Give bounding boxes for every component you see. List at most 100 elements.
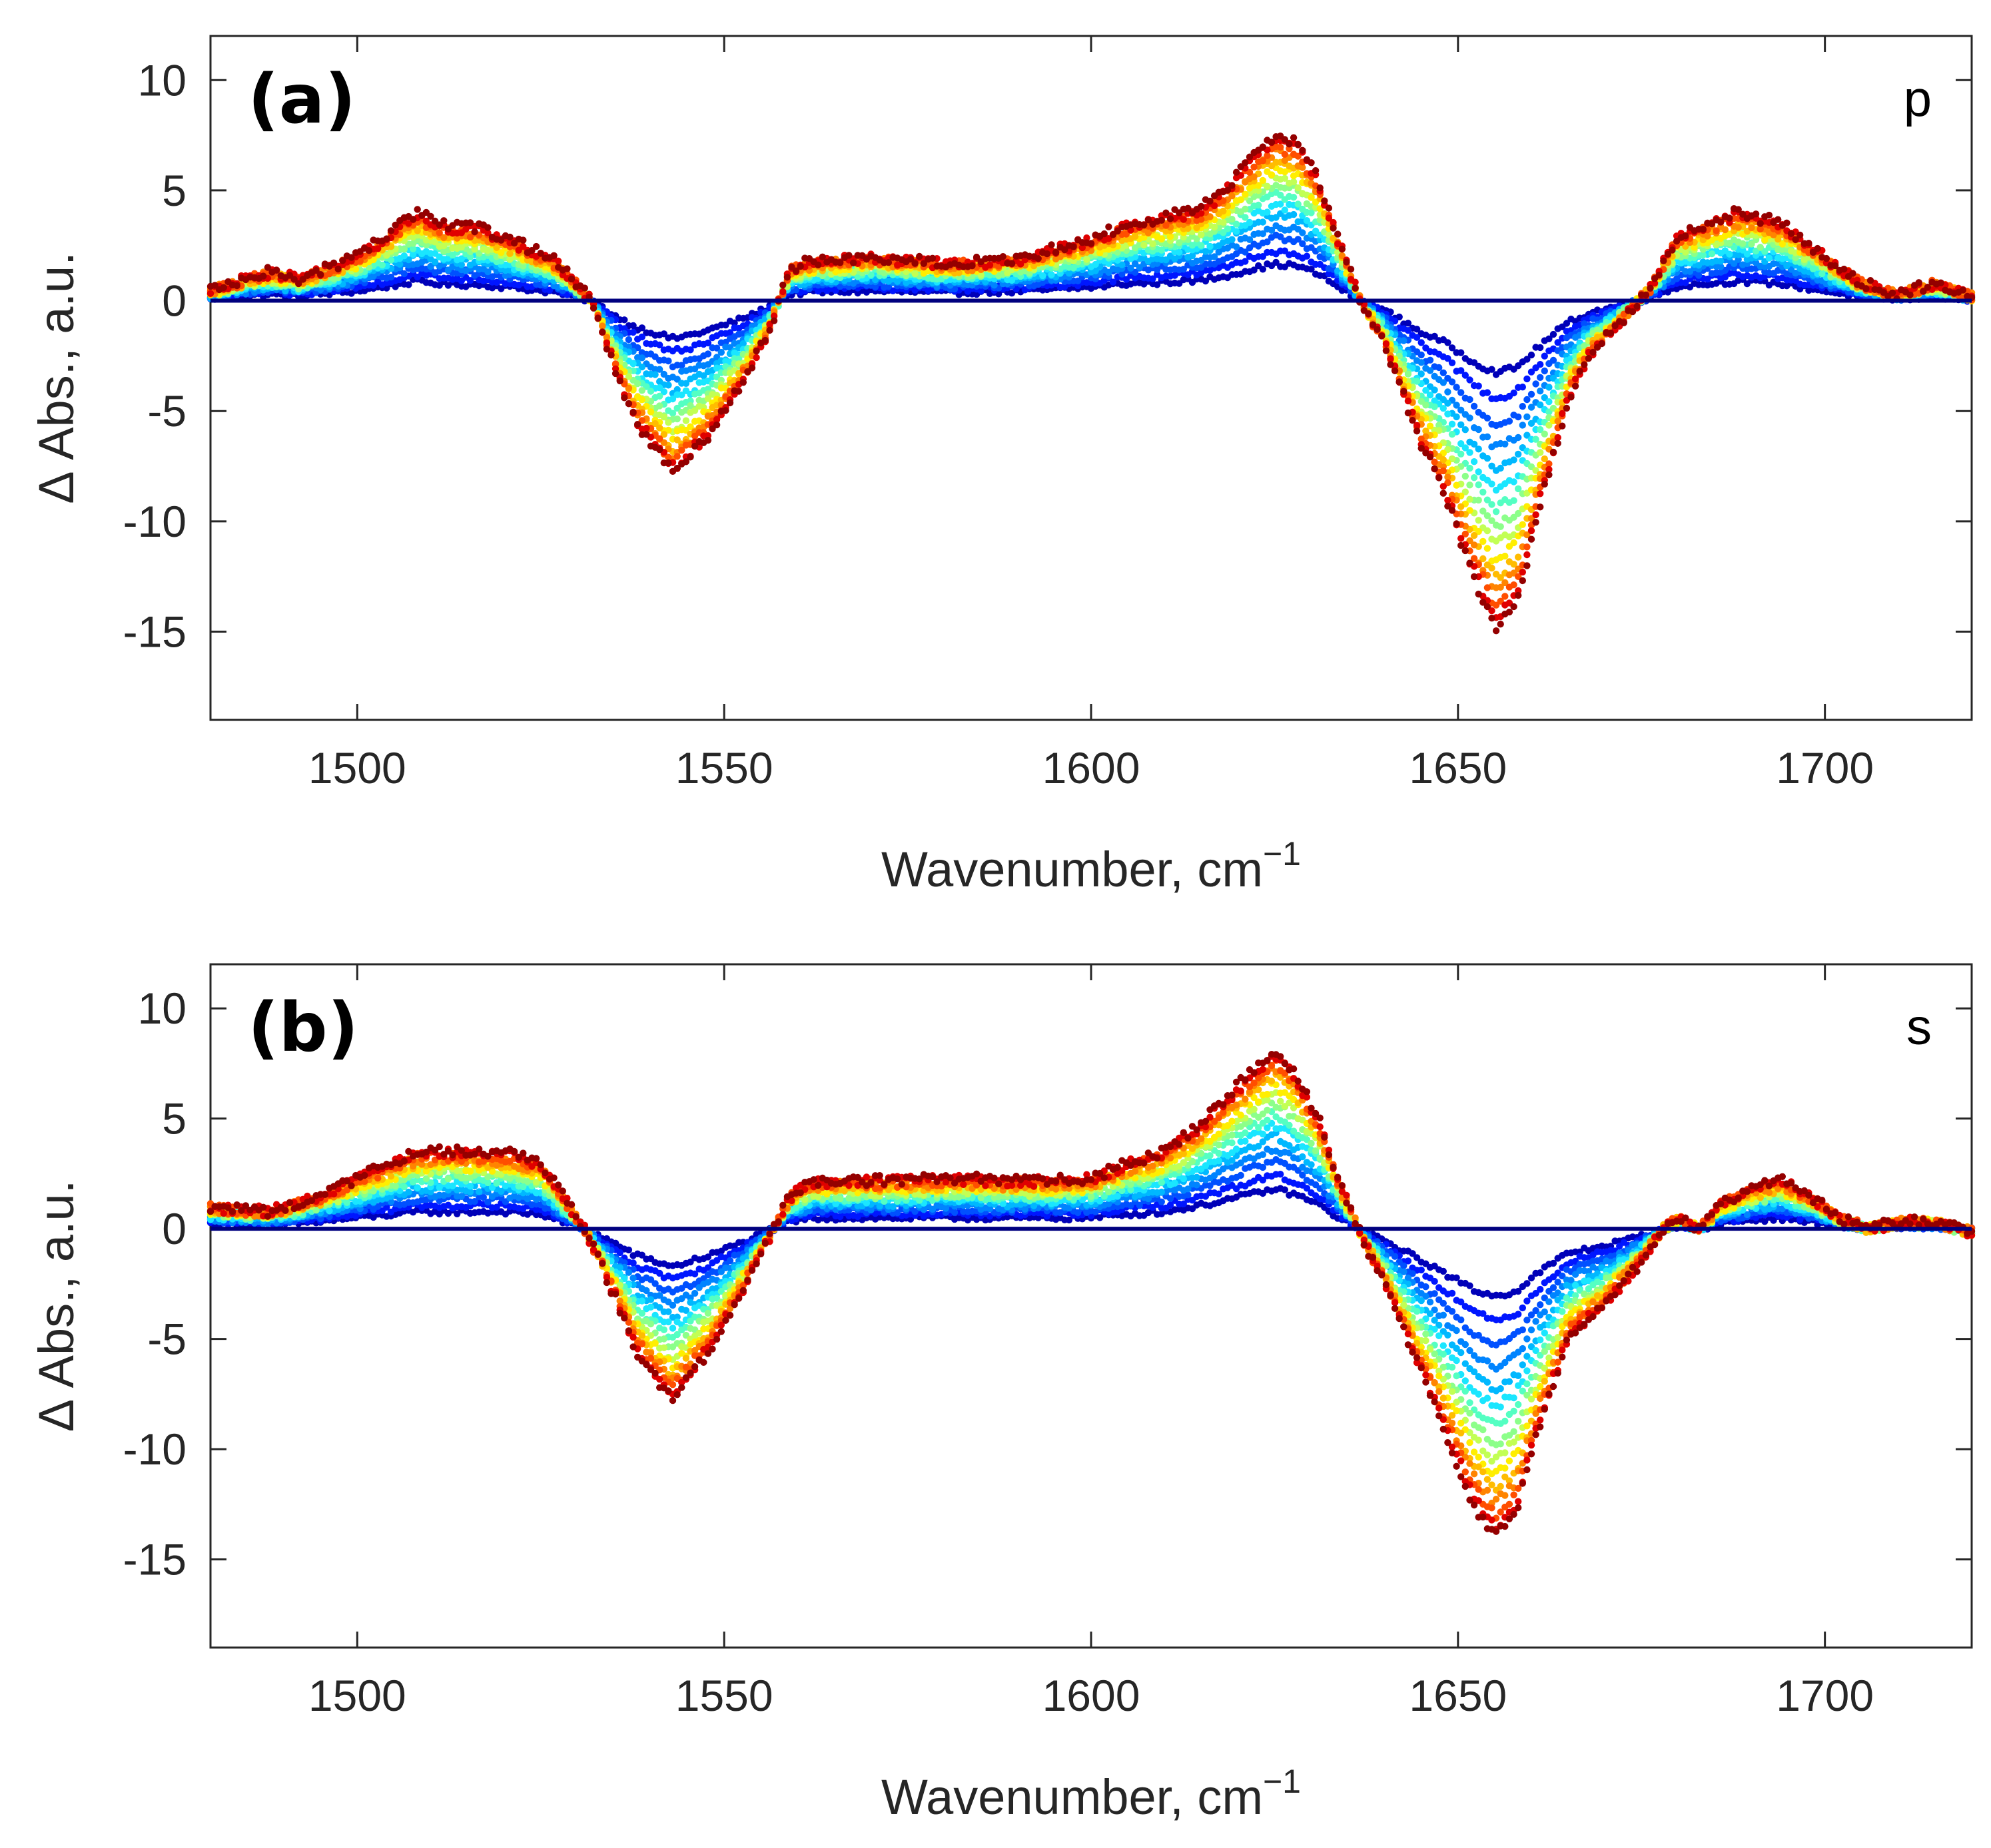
data-point — [1488, 501, 1495, 508]
data-point — [1708, 250, 1716, 258]
data-point — [704, 339, 712, 347]
data-point — [1250, 266, 1258, 274]
data-point — [1497, 523, 1504, 530]
data-point — [1444, 339, 1451, 346]
data-point — [378, 261, 386, 269]
data-point — [1545, 398, 1553, 406]
data-point — [1483, 433, 1491, 441]
data-point — [1220, 218, 1227, 226]
data-point — [1448, 378, 1456, 386]
data-point — [1515, 450, 1522, 458]
data-point — [1457, 450, 1465, 458]
data-point — [1545, 335, 1553, 342]
data-point — [1479, 488, 1487, 496]
data-point — [656, 424, 663, 432]
data-point — [1470, 531, 1478, 539]
data-point — [1757, 244, 1764, 251]
data-point — [1523, 396, 1531, 404]
data-point — [656, 341, 663, 349]
data-point — [1515, 434, 1522, 442]
data-point — [1290, 194, 1298, 201]
data-point — [1501, 552, 1509, 560]
data-point — [1466, 376, 1473, 384]
data-point — [726, 329, 734, 336]
data-point — [1290, 178, 1298, 186]
data-point — [731, 319, 738, 327]
data-point — [1259, 266, 1267, 273]
data-point — [1466, 396, 1473, 404]
data-point — [1109, 278, 1117, 286]
data-point — [911, 270, 919, 278]
data-point — [832, 286, 839, 294]
data-point — [1400, 337, 1407, 344]
data-point — [1264, 182, 1271, 190]
data-point — [665, 382, 672, 389]
data-point — [1466, 481, 1473, 489]
data-point — [1510, 389, 1517, 397]
data-point — [1259, 176, 1267, 184]
data-point — [629, 328, 637, 336]
data-point — [1475, 496, 1482, 504]
data-point — [1475, 426, 1482, 434]
data-point — [1488, 564, 1495, 572]
data-point — [1541, 367, 1548, 375]
data-point — [1519, 384, 1526, 391]
data-point — [1431, 403, 1438, 410]
data-point — [629, 322, 637, 330]
data-point — [1510, 539, 1517, 547]
data-point — [1523, 413, 1531, 421]
data-point — [1470, 458, 1478, 465]
data-point — [1272, 258, 1280, 266]
data-point — [1426, 367, 1434, 374]
data-point — [1448, 430, 1456, 438]
data-point — [1475, 446, 1482, 453]
data-point — [506, 250, 514, 257]
data-point — [1726, 250, 1733, 258]
data-point — [1748, 224, 1755, 232]
data-point — [1158, 235, 1166, 242]
data-point — [1176, 248, 1183, 256]
data-point — [1505, 418, 1513, 425]
data-point — [1202, 277, 1210, 285]
data-point — [400, 252, 408, 260]
data-point — [1541, 430, 1548, 438]
data-point — [1444, 388, 1451, 396]
data-point — [1149, 275, 1156, 282]
data-point — [656, 435, 663, 442]
data-point — [1527, 368, 1535, 376]
data-point — [1510, 478, 1517, 485]
data-point — [1475, 481, 1482, 489]
data-point — [977, 287, 985, 294]
data-point — [1268, 171, 1276, 178]
data-point — [1519, 521, 1526, 528]
data-point — [638, 387, 645, 394]
data-point — [1461, 426, 1469, 434]
data-point — [1417, 351, 1425, 359]
data-point — [621, 316, 628, 324]
data-point — [1281, 206, 1289, 214]
data-point — [1475, 382, 1482, 390]
data-point — [651, 371, 659, 378]
data-point — [1255, 201, 1262, 209]
series-layer-a — [206, 133, 1976, 635]
data-point — [1501, 440, 1509, 448]
data-point — [717, 348, 725, 356]
data-point — [1237, 196, 1244, 204]
data-point — [1537, 344, 1544, 352]
data-point — [1527, 390, 1535, 398]
data-point — [1537, 388, 1544, 395]
data-point — [673, 415, 681, 423]
data-point — [1470, 474, 1478, 481]
data-point — [647, 388, 655, 395]
data-point — [1417, 339, 1425, 346]
data-point — [370, 282, 377, 289]
data-point — [1461, 472, 1469, 480]
data-point — [1395, 313, 1403, 321]
data-point — [466, 277, 474, 284]
data-point — [1417, 359, 1425, 366]
data-point — [546, 286, 554, 294]
data-point — [1461, 372, 1469, 379]
data-point — [1431, 332, 1438, 340]
data-point — [1704, 232, 1711, 240]
